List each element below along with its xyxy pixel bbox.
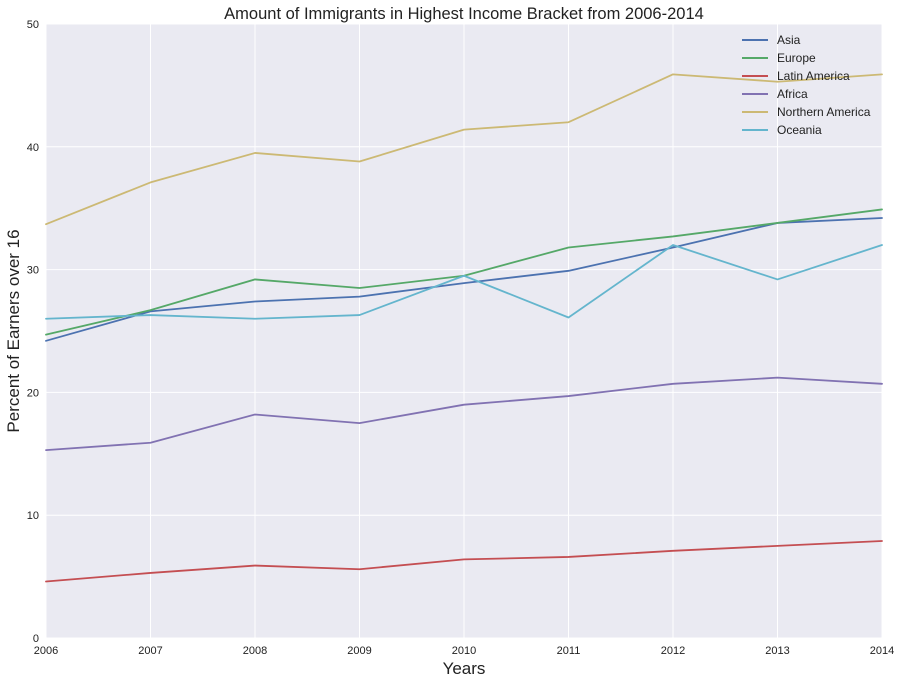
y-tick-label: 40 [27,142,39,154]
y-tick-label: 30 [27,265,39,277]
x-tick-label: 2007 [138,645,162,657]
legend-label: Asia [777,33,801,47]
x-tick-label: 2009 [347,645,371,657]
x-tick-label: 2006 [34,645,58,657]
legend-label: Africa [777,87,808,101]
y-tick-label: 0 [33,633,39,645]
x-tick-label: 2010 [452,645,476,657]
legend-label: Latin America [777,69,850,83]
series-line-northern-america [45,73,883,226]
series-lines [45,73,883,583]
y-axis-label: Percent of Earners over 16 [4,229,23,432]
legend-label: Europe [777,51,816,65]
x-tick-label: 2012 [661,645,685,657]
series-line-asia [45,217,883,342]
grid [45,23,883,639]
tick-labels: 2006 2007 2008 2009 2010 2011 2012 2013 2014 0 10 2… [27,19,894,657]
chart-title: Amount of Immigrants in Highest Income B… [224,5,704,23]
legend: Asia Europe Latin America Africa Northern Am… [742,33,871,137]
y-tick-label: 20 [27,387,39,399]
x-tick-label: 2013 [765,645,789,657]
x-tick-label: 2008 [243,645,267,657]
series-line-latin-america [45,540,883,583]
x-tick-label: 2014 [870,645,894,657]
y-tick-label: 50 [27,19,39,31]
x-axis-label: Years [443,659,486,678]
series-line-oceania [45,244,883,320]
y-tick-label: 10 [27,510,39,522]
x-tick-label: 2011 [557,645,581,657]
legend-label: Northern America [777,105,871,119]
series-line-africa [45,376,883,452]
legend-label: Oceania [777,123,822,137]
